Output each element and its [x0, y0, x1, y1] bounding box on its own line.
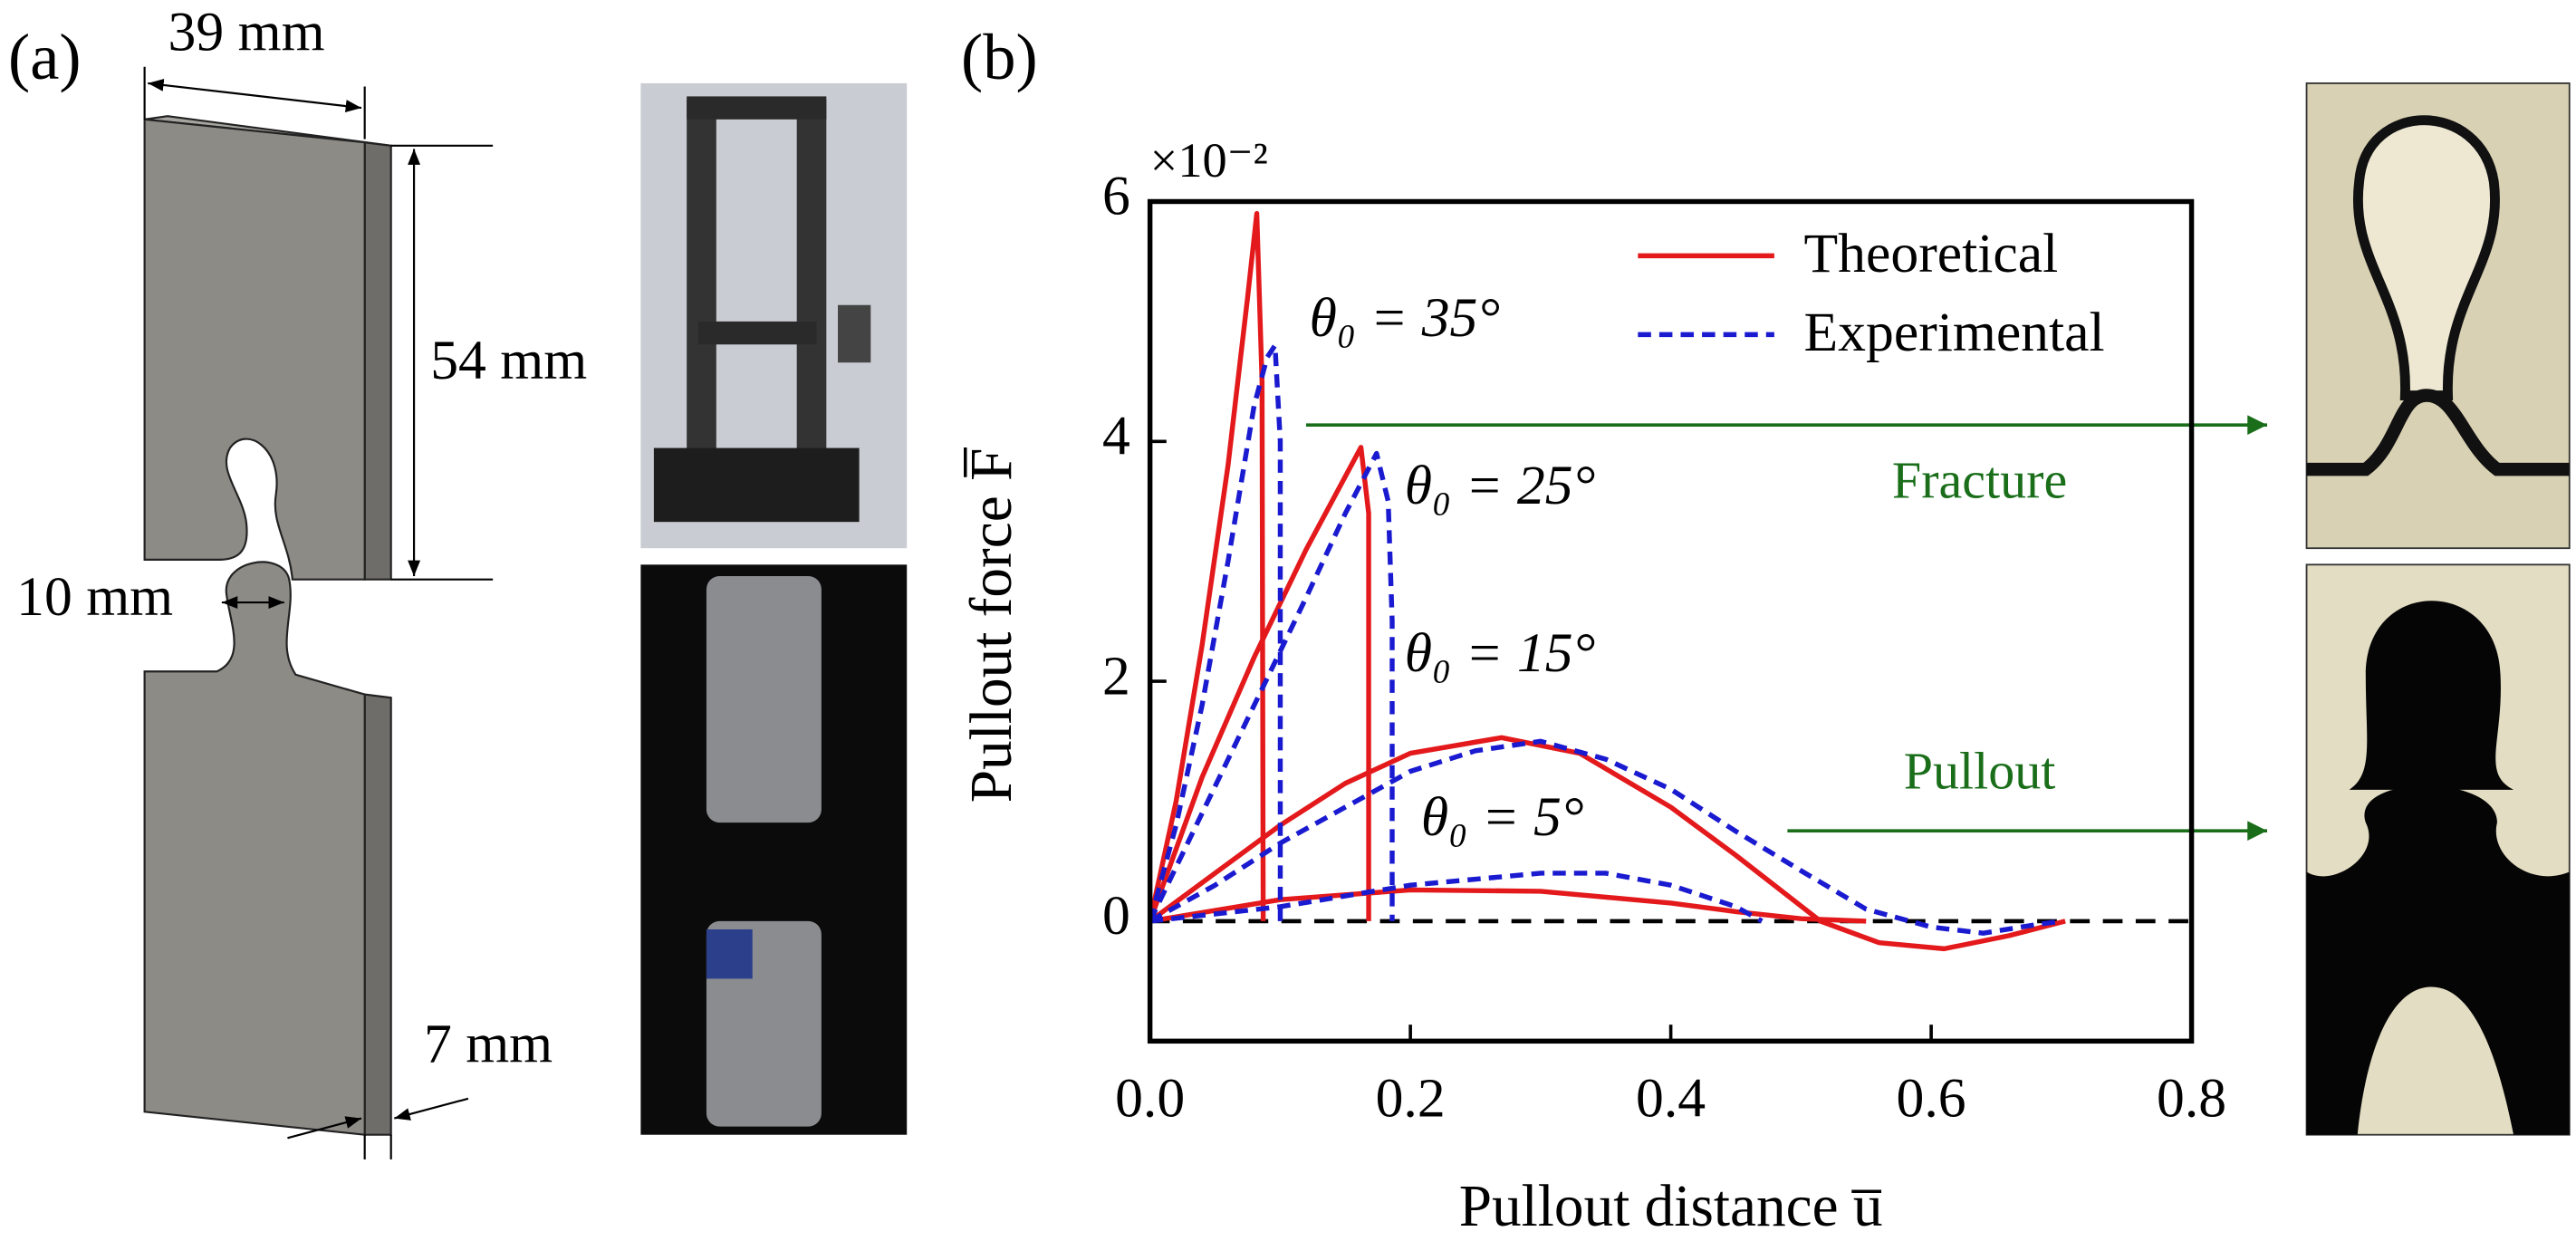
- panel-label: (a): [8, 20, 82, 93]
- y-tick-label: 2: [1102, 645, 1130, 707]
- curve-label: θ₀ = 5°: [1421, 786, 1584, 848]
- annotation: Fracture: [1892, 451, 2067, 510]
- dimension-lines: [143, 66, 494, 1159]
- curve: [1149, 871, 1764, 924]
- y-tick-label: 4: [1102, 405, 1130, 467]
- photo-grips: [640, 564, 908, 1135]
- curve: [1148, 445, 1371, 922]
- dimension-label: 39 mm: [168, 1, 325, 63]
- curve: [1149, 735, 2066, 952]
- curve: [1149, 887, 1867, 924]
- curve: [1148, 450, 1395, 923]
- y-tick-label: 0: [1102, 885, 1130, 947]
- x-axis-label: Pullout distance u̅: [1459, 1174, 1883, 1239]
- photo-pullout: [2305, 563, 2571, 1136]
- x-tick-label: 0.8: [2157, 1067, 2226, 1129]
- photo-test-machine: [640, 82, 908, 549]
- annotation: Pullout: [1904, 742, 2056, 801]
- dimension-label: 10 mm: [16, 566, 173, 628]
- legend-label: Experimental: [1804, 302, 2105, 363]
- curve-label: θ₀ = 35°: [1310, 287, 1500, 349]
- y-tick-label: 6: [1102, 166, 1130, 227]
- curve: [1148, 342, 1283, 922]
- specimen: [143, 115, 392, 1136]
- curve-label: θ₀ = 25°: [1405, 455, 1595, 516]
- curve: [1147, 211, 1266, 922]
- curve-label: θ₀ = 15°: [1405, 622, 1595, 684]
- x-tick-label: 0.2: [1376, 1067, 1446, 1129]
- y-axis-label: Pullout force F̅: [959, 447, 1024, 803]
- x-tick-label: 0.6: [1897, 1067, 1966, 1129]
- plot-frame: [1147, 198, 2195, 1044]
- curve: [1149, 738, 2062, 936]
- legend-label: Theoretical: [1804, 223, 2059, 284]
- dimension-label: 54 mm: [430, 330, 587, 391]
- photo-fracture: [2305, 82, 2571, 550]
- dimension-label: 7 mm: [424, 1014, 553, 1075]
- panel-label: (b): [961, 20, 1038, 93]
- x-tick-label: 0.4: [1636, 1067, 1706, 1129]
- axis-multiplier: ×10⁻²: [1150, 133, 1268, 188]
- x-tick-label: 0.0: [1115, 1067, 1185, 1129]
